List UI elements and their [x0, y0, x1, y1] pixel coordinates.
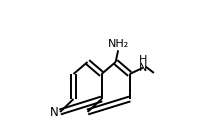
Text: H: H: [139, 55, 148, 65]
Text: N: N: [139, 63, 148, 73]
Text: NH₂: NH₂: [108, 39, 129, 49]
Text: N: N: [50, 105, 59, 119]
